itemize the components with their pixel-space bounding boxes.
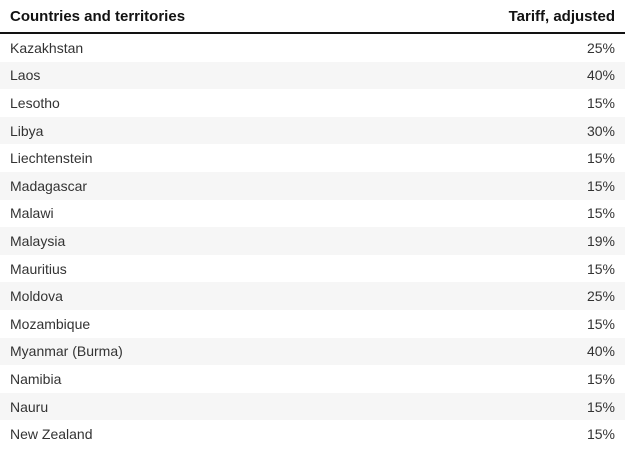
country-cell: Mauritius (10, 260, 67, 277)
country-cell: Lesotho (10, 94, 60, 111)
tariff-cell: 15% (586, 94, 615, 111)
tariff-cell: 15% (586, 177, 615, 194)
tariff-cell: 15% (586, 260, 615, 277)
table-row: New Zealand 15% (0, 420, 625, 448)
tariff-cell: 15% (586, 205, 615, 222)
table-row: Myanmar (Burma) 40% (0, 337, 625, 366)
tariff-cell: 15% (586, 370, 615, 387)
table-row: Libya 30% (0, 116, 625, 145)
table-row: Mozambique 15% (0, 309, 625, 338)
tariff-cell: 30% (586, 122, 615, 139)
tariff-cell: 25% (586, 39, 615, 56)
table-row: Moldova 25% (0, 282, 625, 310)
table-row: Kazakhstan 25% (0, 34, 625, 62)
country-cell: Madagascar (10, 177, 88, 194)
country-cell: Kazakhstan (10, 39, 84, 56)
tariff-cell: 40% (586, 67, 615, 84)
country-cell: Myanmar (Burma) (10, 343, 123, 360)
table-row: Nauru 15% (0, 392, 625, 421)
country-cell: Malaysia (10, 232, 66, 249)
country-cell: Nauru (10, 398, 49, 415)
table-body: Kazakhstan 25% Laos 40% Lesotho 15% Libya 30% Li… (0, 34, 625, 450)
table-row: Laos 40% (0, 61, 625, 90)
table-row: Mauritius 15% (0, 254, 625, 283)
tariff-cell: 19% (586, 232, 615, 249)
country-cell: Malawi (10, 205, 54, 222)
tariff-cell: 15% (586, 150, 615, 167)
tariff-cell: 40% (586, 343, 615, 360)
tariff-cell: 15% (586, 315, 615, 332)
country-cell: Libya (10, 122, 44, 139)
country-cell: Laos (10, 67, 41, 84)
tariff-cell: 15% (586, 426, 615, 443)
table-row: Namibia 15% (0, 365, 625, 393)
table-row: Liechtenstein 15% (0, 144, 625, 172)
table-row: Lesotho 15% (0, 89, 625, 117)
table-row: Madagascar 15% (0, 171, 625, 200)
country-cell: New Zealand (10, 426, 93, 443)
table-row: Malawi 15% (0, 199, 625, 228)
country-cell: Mozambique (10, 315, 91, 332)
table-header-row: Countries and territories Tariff, adjust… (0, 0, 625, 34)
country-cell: Liechtenstein (10, 150, 93, 167)
column-header-tariff: Tariff, adjusted (508, 8, 615, 25)
table-row: Malaysia 19% (0, 227, 625, 255)
country-cell: Namibia (10, 370, 62, 387)
tariff-cell: 15% (586, 398, 615, 415)
column-header-countries: Countries and territories (10, 8, 186, 25)
country-cell: Moldova (10, 288, 63, 305)
tariff-cell: 25% (586, 288, 615, 305)
